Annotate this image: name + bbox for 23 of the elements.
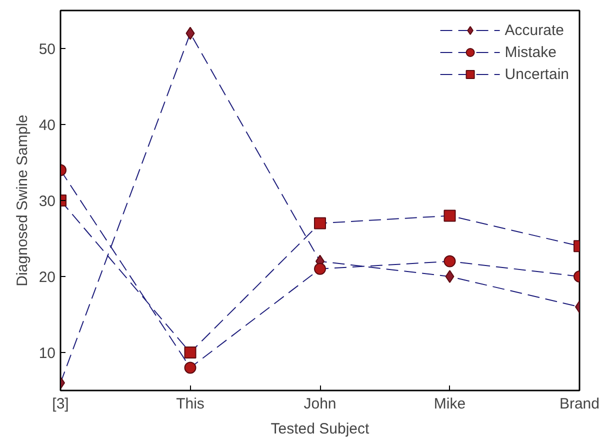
legend-label: Accurate	[504, 22, 564, 38]
x-tick-label: This	[176, 396, 204, 412]
point	[184, 346, 196, 358]
point	[314, 217, 326, 230]
y-tick-label: 10	[38, 345, 56, 362]
point	[186, 26, 195, 40]
x-axis-title: Tested Subject	[270, 420, 370, 438]
y-tick-label: 40	[38, 117, 56, 134]
point	[314, 262, 326, 275]
y-tick-label: 50	[38, 41, 56, 58]
legend-label: Uncertain	[504, 66, 569, 82]
legend-label: Mistake	[504, 44, 556, 60]
point	[445, 270, 454, 283]
point	[444, 210, 456, 222]
y-tick-label: 20	[38, 269, 56, 286]
point	[184, 362, 196, 374]
x-tick-label: John	[304, 396, 336, 412]
x-tick-label: [3]	[52, 396, 69, 412]
x-tick-label: Brand	[559, 396, 599, 412]
y-tick-label: 30	[38, 193, 56, 210]
y-axis-title: Diagnosed Swine Sample	[14, 114, 31, 286]
point	[444, 255, 456, 268]
x-tick-label: Mike	[434, 396, 466, 412]
